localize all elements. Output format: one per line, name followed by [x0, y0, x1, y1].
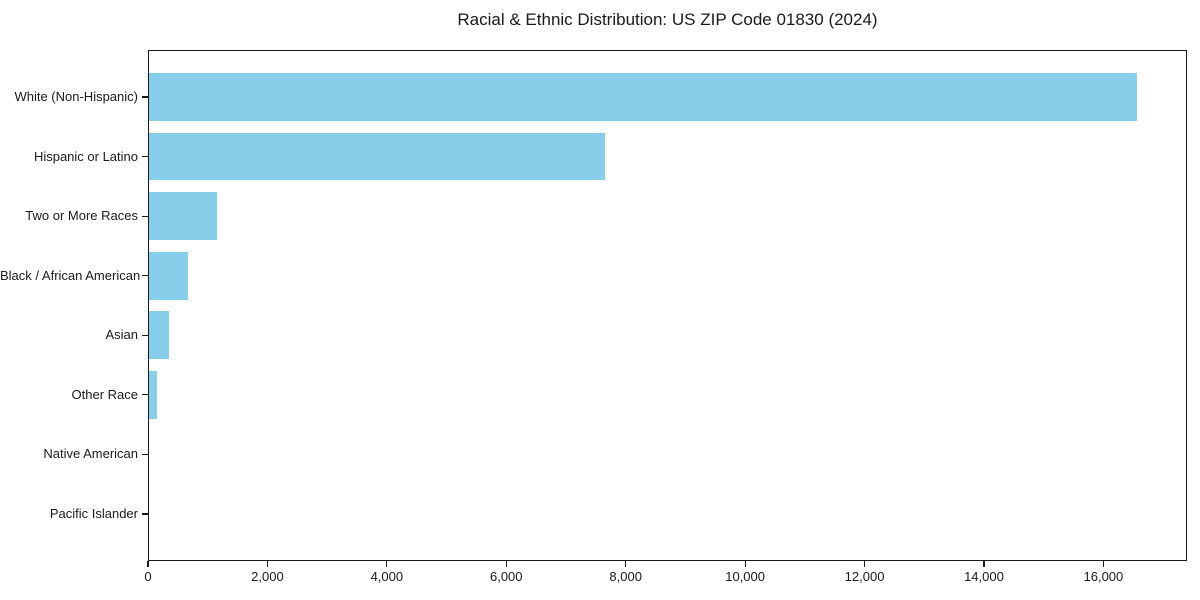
y-axis-label: Hispanic or Latino	[33, 148, 138, 164]
y-axis-label: Black / African American	[0, 267, 141, 283]
bar	[149, 311, 170, 360]
x-axis-tick	[625, 561, 627, 567]
x-axis-tick-label: 8,000	[609, 569, 642, 584]
x-axis-tick	[147, 561, 149, 567]
x-axis-tick-label: 12,000	[844, 569, 885, 584]
y-axis-label: Asian	[105, 327, 138, 343]
x-axis-tick-label: 0	[144, 569, 152, 584]
y-axis-label: White (Non-Hispanic)	[14, 89, 138, 105]
y-axis-label: Pacific Islander	[49, 505, 138, 521]
x-axis-tick	[1102, 561, 1104, 567]
x-axis-tick-label: 4,000	[370, 569, 404, 584]
y-axis-tick	[142, 215, 148, 217]
y-axis-tick	[142, 394, 148, 396]
y-axis-label: Two or More Races	[25, 208, 138, 224]
y-axis-tick	[142, 453, 148, 455]
chart-title: Racial & Ethnic Distribution: US ZIP Cod…	[457, 10, 878, 29]
bar	[149, 192, 217, 240]
x-axis-tick	[983, 561, 985, 567]
y-axis-label: Other Race	[71, 386, 138, 402]
plot-area	[148, 50, 1187, 561]
x-axis-tick	[744, 561, 746, 567]
x-axis-tick-label: 14,000	[964, 569, 1004, 584]
bar	[149, 132, 606, 181]
x-axis-tick	[863, 561, 866, 567]
x-axis-tick-label: 6,000	[489, 569, 523, 584]
bar	[149, 371, 158, 419]
x-axis-tick-label: 16,000	[1083, 569, 1124, 584]
x-axis-tick	[505, 561, 507, 567]
x-axis-tick-label: 2,000	[251, 569, 284, 584]
x-axis-tick	[386, 561, 388, 567]
y-axis-tick	[142, 334, 148, 336]
bar	[149, 73, 1138, 121]
y-axis-tick	[142, 96, 148, 98]
bar	[149, 251, 189, 300]
x-axis-tick-label: 10,000	[725, 569, 765, 584]
y-axis-tick	[142, 513, 148, 515]
y-axis-tick	[142, 156, 148, 158]
x-axis-tick	[266, 561, 268, 567]
y-axis-tick	[142, 275, 148, 277]
y-axis-label: Native American	[43, 446, 138, 462]
